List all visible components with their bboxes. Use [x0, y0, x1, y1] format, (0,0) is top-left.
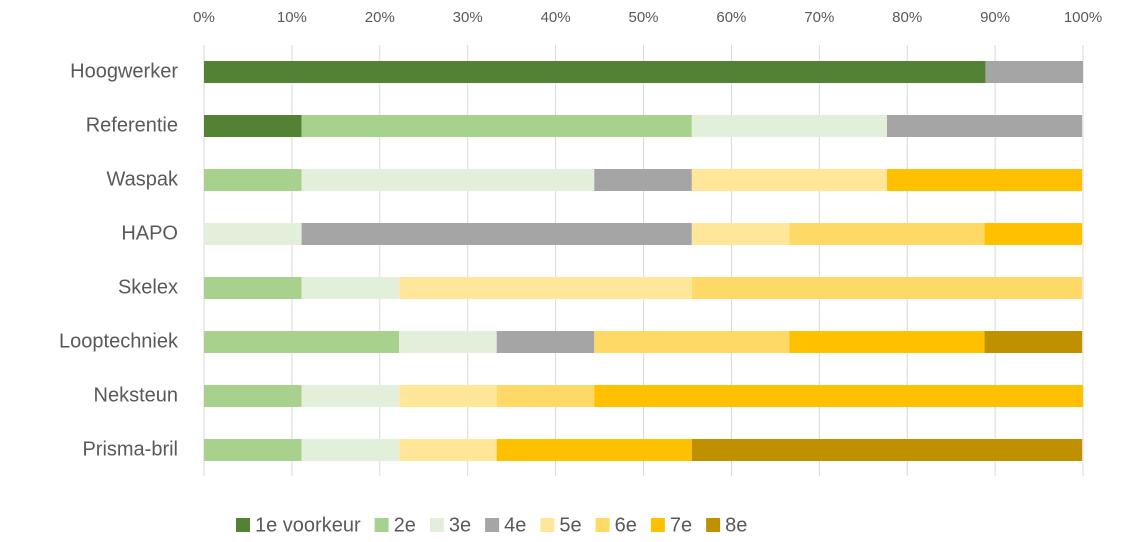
x-tick-label: 20% — [365, 9, 395, 26]
bar-segment — [204, 439, 302, 461]
x-tick-label: 70% — [804, 9, 834, 26]
bar-segment — [399, 439, 497, 461]
legend-label: 6e — [615, 514, 637, 536]
bar-segment — [399, 277, 692, 299]
x-tick-label: 10% — [277, 9, 307, 26]
legend-swatch — [706, 518, 721, 532]
x-tick-label: 40% — [541, 9, 571, 26]
legend-swatch — [485, 518, 500, 532]
x-tick-label: 100% — [1064, 9, 1102, 26]
y-tick-label: Referentie — [86, 114, 178, 136]
x-tick-label: 30% — [453, 9, 483, 26]
bar-segment — [301, 223, 692, 245]
y-tick-label: HAPO — [121, 222, 178, 244]
bar-segment — [594, 331, 790, 353]
legend-swatch — [236, 518, 250, 532]
bar-segment — [985, 61, 1083, 83]
legend-label: 4e — [504, 514, 526, 536]
bar-segment — [496, 385, 595, 407]
legend-label: 8e — [725, 514, 747, 536]
x-tick-label: 80% — [892, 9, 922, 26]
legend-swatch — [595, 518, 610, 532]
legend-label: 5e — [559, 514, 581, 536]
x-tick-label: 90% — [980, 9, 1010, 26]
bar-segment — [399, 385, 497, 407]
bar-segment — [301, 439, 400, 461]
y-tick-label: Waspak — [106, 168, 179, 190]
legend-swatch — [429, 518, 444, 532]
bar-segment — [691, 223, 790, 245]
x-tick-label: 50% — [628, 9, 658, 26]
bar-segment — [301, 385, 400, 407]
x-tick-label: 0% — [193, 9, 215, 26]
legend-label: 1e voorkeur — [255, 514, 361, 536]
bar-segment — [594, 385, 1083, 407]
bar-segment — [301, 115, 692, 137]
legend-swatch — [650, 518, 665, 532]
bar-segment — [789, 331, 985, 353]
bar-segment — [984, 331, 1083, 353]
bar-segment — [204, 61, 986, 83]
bar-segment — [789, 223, 985, 245]
legend-label: 2e — [394, 514, 416, 536]
y-tick-label: Looptechniek — [59, 330, 179, 352]
bar-segment — [204, 115, 302, 137]
bar-segment — [204, 385, 302, 407]
bar-segment — [204, 223, 302, 245]
bar-segment — [204, 331, 400, 353]
bar-segment — [496, 331, 595, 353]
bar-segment — [301, 169, 595, 191]
bar-segment — [496, 439, 692, 461]
bar-segment — [399, 331, 497, 353]
y-tick-label: Prisma-bril — [82, 438, 178, 460]
y-tick-label: Hoogwerker — [70, 60, 178, 82]
bar-segment — [204, 169, 302, 191]
y-tick-label: Neksteun — [94, 384, 179, 406]
legend-swatch — [540, 518, 555, 532]
x-tick-label: 60% — [716, 9, 746, 26]
bar-segment — [691, 439, 1083, 461]
legend-label: 3e — [449, 514, 471, 536]
bar-segment — [984, 223, 1083, 245]
legend-swatch — [374, 518, 389, 532]
bar-segment — [691, 169, 887, 191]
bar-segment — [594, 169, 692, 191]
bar-segment — [691, 115, 887, 137]
bar-segment — [886, 169, 1083, 191]
bar-segment — [301, 277, 400, 299]
y-tick-label: Skelex — [118, 276, 178, 298]
bar-segment — [886, 115, 1083, 137]
bar-segment — [691, 277, 1083, 299]
bar-segment — [204, 277, 302, 299]
legend-label: 7e — [670, 514, 692, 536]
